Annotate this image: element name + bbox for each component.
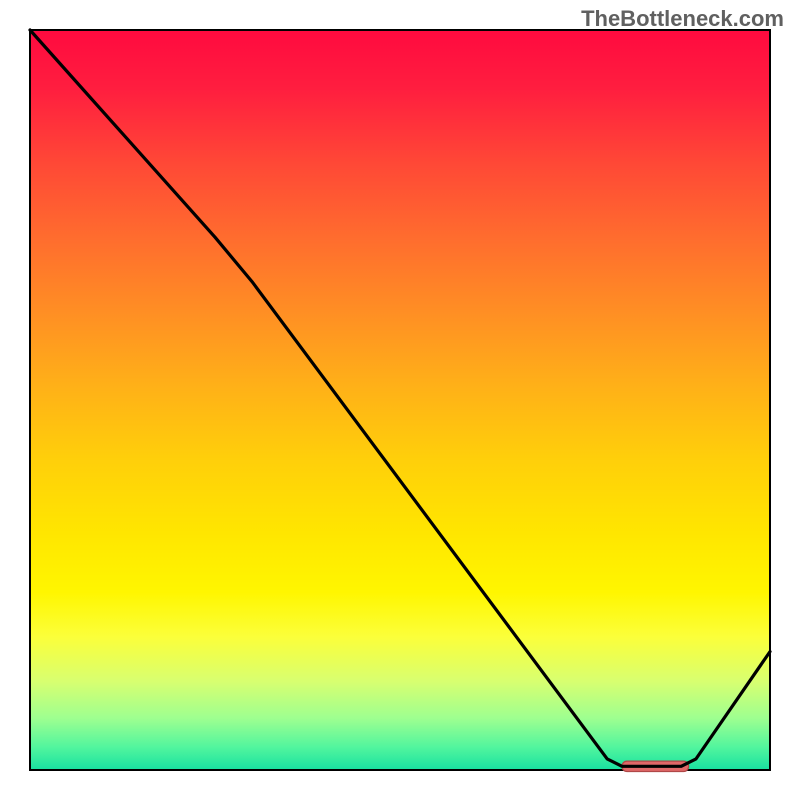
chart-container: TheBottleneck.com: [0, 0, 800, 800]
plot-background: [30, 30, 770, 770]
watermark-text: TheBottleneck.com: [581, 6, 784, 32]
bottleneck-chart: [0, 0, 800, 800]
